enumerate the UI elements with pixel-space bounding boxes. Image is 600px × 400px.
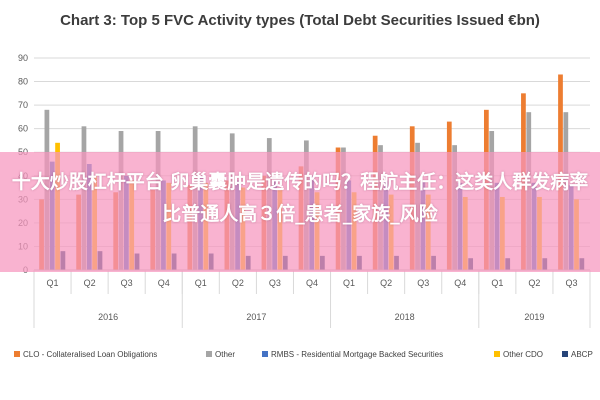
y-tick-label: 90 bbox=[18, 53, 28, 63]
legend-label: CLO - Collateralised Loan Obligations bbox=[23, 350, 157, 359]
x-tick-label: Q3 bbox=[565, 278, 577, 288]
legend-swatch bbox=[206, 351, 212, 357]
x-tick-label: Q1 bbox=[491, 278, 503, 288]
legend-label: Other CDO bbox=[503, 350, 543, 359]
x-tick-label: Q4 bbox=[306, 278, 318, 288]
x-tick-label: Q4 bbox=[454, 278, 466, 288]
x-group-label: 2017 bbox=[246, 312, 266, 322]
x-tick-label: Q3 bbox=[269, 278, 281, 288]
legend-swatch bbox=[494, 351, 500, 357]
legend-swatch bbox=[262, 351, 268, 357]
x-group-label: 2019 bbox=[524, 312, 544, 322]
legend-swatch bbox=[14, 351, 20, 357]
x-group-label: 2018 bbox=[395, 312, 415, 322]
legend-label: RMBS - Residential Mortgage Backed Secur… bbox=[271, 350, 443, 359]
x-tick-label: Q3 bbox=[417, 278, 429, 288]
x-group-label: 2016 bbox=[98, 312, 118, 322]
x-tick-label: Q2 bbox=[232, 278, 244, 288]
x-tick-label: Q1 bbox=[343, 278, 355, 288]
x-tick-label: Q2 bbox=[380, 278, 392, 288]
chart-title: Chart 3: Top 5 FVC Activity types (Total… bbox=[60, 12, 540, 29]
legend-swatch bbox=[562, 351, 568, 357]
x-tick-label: Q1 bbox=[195, 278, 207, 288]
x-tick-label: Q3 bbox=[121, 278, 133, 288]
y-tick-label: 60 bbox=[18, 124, 28, 134]
y-tick-label: 80 bbox=[18, 77, 28, 87]
x-tick-label: Q4 bbox=[158, 278, 170, 288]
x-tick-label: Q2 bbox=[528, 278, 540, 288]
overlay-banner-text: 十大炒股杠杆平台 卵巢囊肿是遗传的吗？程航主任：这类人群发病率比普通人高３倍_患… bbox=[11, 171, 589, 225]
overlay-banner: 十大炒股杠杆平台 卵巢囊肿是遗传的吗？程航主任：这类人群发病率比普通人高３倍_患… bbox=[0, 152, 600, 272]
y-tick-label: 70 bbox=[18, 100, 28, 110]
x-tick-label: Q1 bbox=[47, 278, 59, 288]
legend-label: Other bbox=[215, 350, 235, 359]
legend-label: ABCP bbox=[571, 350, 593, 359]
x-tick-label: Q2 bbox=[84, 278, 96, 288]
